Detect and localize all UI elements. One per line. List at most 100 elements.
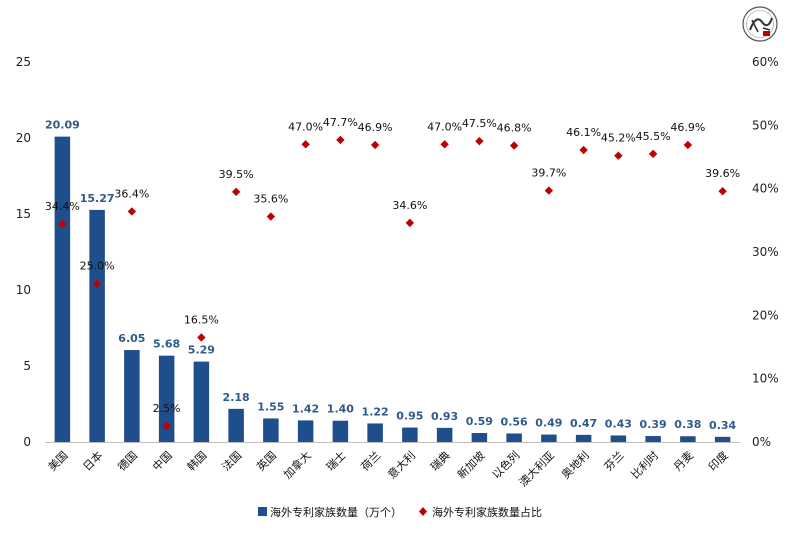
bar-data-label: 0.93	[431, 410, 458, 423]
share-point	[197, 333, 206, 342]
bar	[89, 209, 105, 442]
x-tick-label: 英国	[254, 448, 279, 473]
x-tick-label: 比利时	[629, 449, 662, 482]
bar	[54, 136, 71, 442]
x-tick-label: 瑞典	[427, 448, 452, 473]
bar	[506, 433, 522, 442]
bar-data-label: 0.49	[535, 417, 562, 430]
y-right-tick-label: 10%	[752, 372, 779, 386]
y-left-tick-label: 25	[16, 55, 31, 69]
y-right-tick-label: 20%	[752, 308, 779, 322]
bar-data-label: 1.55	[257, 400, 284, 413]
share-data-label: 36.4%	[114, 187, 149, 200]
bar	[158, 355, 175, 442]
y-left-tick-label: 20	[16, 131, 31, 145]
share-point	[509, 141, 519, 150]
x-tick-label: 印度	[705, 448, 730, 473]
bar	[297, 420, 314, 442]
x-tick-label: 奥地利	[559, 448, 592, 481]
share-point	[370, 140, 380, 150]
bar-data-label: 6.05	[118, 332, 145, 345]
bar-data-label: 20.09	[45, 119, 80, 132]
bar	[714, 436, 731, 442]
x-tick-label: 荷兰	[358, 449, 383, 474]
bar-data-label: 2.18	[223, 391, 250, 404]
bar	[575, 434, 592, 442]
x-tick-label: 日本	[80, 448, 105, 473]
share-point	[648, 149, 658, 159]
share-data-label: 39.5%	[219, 168, 254, 181]
share-point	[405, 218, 415, 228]
bar	[541, 434, 557, 442]
bar	[402, 427, 418, 442]
points-group	[58, 135, 727, 431]
bar-data-label: 1.22	[362, 405, 389, 418]
share-data-label: 35.6%	[253, 193, 288, 206]
share-point	[231, 187, 241, 197]
bar-data-label: 0.56	[501, 415, 528, 428]
share-point	[58, 219, 67, 229]
share-data-label: 46.1%	[566, 126, 601, 139]
x-tick-label: 澳大利亚	[516, 448, 557, 489]
x-tick-label: 芬兰	[602, 449, 627, 474]
bar-data-label: 0.59	[466, 415, 493, 428]
bar-data-label: 0.95	[396, 410, 423, 423]
share-data-label: 47.5%	[462, 117, 497, 130]
x-tick-label: 瑞士	[323, 448, 348, 473]
share-data-label: 46.9%	[670, 121, 705, 134]
x-tick-label: 德国	[115, 448, 140, 473]
share-data-label: 46.8%	[497, 122, 532, 135]
bar-data-label: 5.68	[153, 338, 180, 351]
share-point	[579, 145, 588, 155]
x-tick-label: 韩国	[184, 448, 209, 473]
share-data-label: 39.6%	[705, 167, 740, 180]
y-left-tick-label: 0	[23, 435, 31, 449]
legend-point-label: 海外专利家族数量占比	[432, 505, 542, 519]
share-data-label: 25.0%	[80, 260, 115, 273]
bar	[680, 436, 696, 442]
y-right-tick-label: 60%	[752, 55, 779, 69]
bar-data-label: 0.43	[605, 417, 632, 430]
bar-data-label: 15.27	[80, 192, 115, 205]
share-point	[683, 140, 693, 150]
bar	[228, 408, 244, 442]
bar-data-label: 0.38	[674, 418, 701, 431]
share-data-label: 45.5%	[636, 130, 671, 143]
bar	[367, 423, 383, 442]
bar-data-label: 5.29	[188, 344, 215, 357]
share-data-label: 34.6%	[392, 199, 427, 212]
share-point	[127, 207, 137, 216]
bar	[332, 420, 349, 442]
share-data-label: 34.4%	[45, 200, 80, 213]
bar	[436, 427, 453, 442]
bar	[263, 418, 279, 442]
bar	[124, 350, 140, 442]
y-right-tick-label: 0%	[752, 435, 771, 449]
share-point	[92, 279, 102, 288]
labels-group: 20.09 15.27 6.05 5.68 5.29 2.18 1.55 1.42 1.40 1.…	[45, 116, 740, 432]
share-point	[336, 135, 345, 145]
y-left-tick-label: 15	[16, 207, 31, 221]
bar-data-label: 0.47	[570, 417, 597, 430]
share-point	[544, 186, 554, 195]
x-tick-label: 法国	[219, 448, 244, 473]
share-data-label: 47.7%	[323, 116, 358, 129]
share-data-label: 47.0%	[427, 120, 462, 133]
bar-data-label: 0.34	[709, 419, 736, 432]
legend-bar-swatch	[258, 507, 267, 516]
bar-data-label: 1.42	[292, 402, 319, 415]
bar-data-label: 1.40	[327, 403, 354, 416]
share-point	[301, 140, 310, 149]
bar	[645, 436, 661, 442]
x-tick-label: 丹麦	[671, 449, 696, 474]
x-tick-label: 加拿大	[281, 448, 314, 481]
share-data-label: 46.9%	[358, 121, 393, 134]
share-point	[614, 151, 623, 160]
bar-data-label: 0.39	[640, 418, 667, 431]
share-point	[440, 140, 449, 149]
seal-logo-icon	[742, 6, 778, 42]
share-data-label: 39.7%	[531, 167, 566, 180]
bar	[471, 433, 488, 442]
